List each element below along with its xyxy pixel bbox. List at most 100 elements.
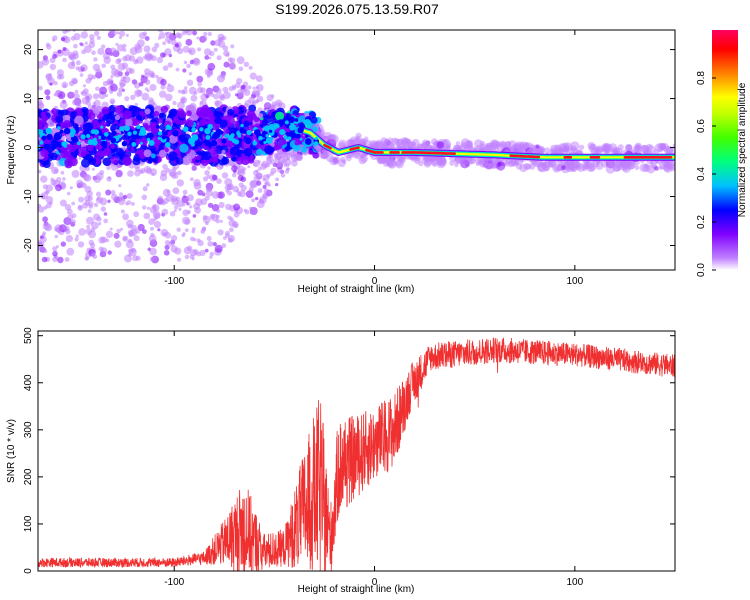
spectrogram-cell xyxy=(56,69,64,77)
spectrogram-cell xyxy=(196,154,202,161)
spectrogram-cell xyxy=(172,187,180,195)
spectrogram-cell xyxy=(154,42,160,48)
spectrogram-cell xyxy=(75,60,81,66)
spectrogram-cell xyxy=(173,209,177,213)
spectrogram-cell xyxy=(279,169,284,174)
colorbar-label: Normalized spectral amplitude xyxy=(737,82,748,217)
spectrogram-cell xyxy=(203,92,207,97)
spectrogram-cell xyxy=(130,147,135,152)
spectrogram-cell xyxy=(192,214,197,218)
spectrogram-cell xyxy=(157,30,164,33)
spectrogram-cell xyxy=(66,208,73,215)
snr-x-tick-label: -100 xyxy=(164,577,184,588)
spectrogram-cell xyxy=(261,130,268,136)
spectrogram-cell xyxy=(251,198,256,203)
spectrogram-cell xyxy=(219,164,224,169)
spectrogram-cell xyxy=(224,184,232,191)
spectrogram-cell xyxy=(148,140,155,146)
spectrogram-cell xyxy=(52,54,57,59)
spectrogram-cell xyxy=(113,232,120,239)
spectrogram-cell xyxy=(263,107,267,111)
spectrogram-cell xyxy=(160,78,167,86)
spectrogram-cell xyxy=(110,156,119,165)
spectrogram-cell xyxy=(211,152,219,160)
spectrogram-cell xyxy=(207,31,212,37)
spectrogram-cell xyxy=(202,151,212,161)
spectrogram-cell xyxy=(223,61,230,68)
spectrogram-cell xyxy=(56,176,62,183)
spectrogram-cell xyxy=(143,212,151,220)
spectrogram-cell xyxy=(184,86,188,90)
spectrogram-cell xyxy=(49,63,57,71)
spectrogram-cell xyxy=(158,149,167,158)
spectrogram-cell xyxy=(62,120,72,129)
spectrogram-cell xyxy=(38,85,43,91)
spectrogram-cell xyxy=(150,226,154,231)
spectrogram-cell xyxy=(60,241,66,247)
spectrogram-cell xyxy=(143,166,152,174)
spectrogram-cell xyxy=(144,79,151,85)
spectrogram-cell xyxy=(254,129,261,136)
spectrogram-cell xyxy=(189,177,194,182)
spectrogram-cell xyxy=(124,96,130,102)
spectrogram-cell xyxy=(182,232,186,236)
spectrogram-cell xyxy=(217,229,224,236)
spectrogram-cell xyxy=(255,173,263,180)
spectrogram-cell xyxy=(40,175,48,183)
spectrogram-cell xyxy=(159,90,167,98)
spectrogram-cell xyxy=(75,234,79,238)
spectrogram-cell xyxy=(201,35,208,42)
spectrogram-y-ticks: -20 -10 0 10 20 xyxy=(23,44,675,253)
spectrogram-cell xyxy=(206,236,212,241)
colorbar-tick-label: 0.0 xyxy=(696,263,707,277)
spectrogram-cell xyxy=(74,237,79,242)
spectrogram-cell xyxy=(187,22,195,30)
snr-y-tick-label: 100 xyxy=(23,515,34,532)
spectrogram-cell xyxy=(252,140,258,146)
spectrogram-cell xyxy=(312,126,318,132)
spectrogram-xlabel: Height of straight line (km) xyxy=(298,284,415,295)
spectrogram-cell xyxy=(191,142,195,147)
spectrogram-cell xyxy=(87,139,94,146)
spectrogram-cell xyxy=(109,106,116,113)
spectrogram-cell xyxy=(210,40,216,46)
spectrogram-cell xyxy=(79,73,84,77)
spectrogram-cell xyxy=(95,172,104,181)
spectrogram-cell xyxy=(271,104,277,110)
spectrogram-cell xyxy=(125,33,129,37)
spectrogram-cell xyxy=(187,202,191,206)
spectrogram-cell xyxy=(118,87,124,93)
spectrogram-cell xyxy=(170,235,178,242)
spectrogram-cell xyxy=(165,167,171,173)
spectrogram-cell xyxy=(587,142,596,150)
spectrogram-cell xyxy=(110,64,116,70)
spectrogram-cell xyxy=(129,68,135,74)
colorbar: 0.0 0.2 0.4 0.6 0.8 Normalized spectral ampl… xyxy=(696,30,748,277)
spectrogram-cell xyxy=(117,197,126,206)
spectrogram-cell xyxy=(182,45,190,53)
spectrogram-cell xyxy=(84,256,89,261)
spectrogram-cell xyxy=(538,160,545,167)
spectrogram-cell xyxy=(649,161,654,166)
spectrogram-cell xyxy=(210,140,218,147)
spectrogram-cell xyxy=(255,196,259,201)
spectrogram-cell xyxy=(88,204,93,209)
spectrogram-cell xyxy=(283,135,288,140)
spectrogram-cell xyxy=(104,132,109,137)
spectrogram-cell xyxy=(262,119,269,126)
spectrogram-cell xyxy=(65,235,73,243)
spectrogram-cell xyxy=(38,61,44,69)
spectrogram-cell xyxy=(48,152,55,159)
spectrogram-cell xyxy=(160,84,166,90)
spectrogram-cell xyxy=(51,144,57,150)
spectrogram-cell xyxy=(209,50,215,57)
spectrogram-cell xyxy=(233,139,240,145)
spectrogram-cell xyxy=(101,106,110,115)
spectrogram-cell xyxy=(143,149,152,158)
spectrogram-cell xyxy=(174,175,179,179)
spectrogram-cell xyxy=(298,115,306,123)
spectrogram-cell xyxy=(54,234,59,239)
spectrogram-cell xyxy=(150,121,158,129)
spectrogram-cell xyxy=(128,55,136,62)
spectrogram-cell xyxy=(134,59,139,63)
